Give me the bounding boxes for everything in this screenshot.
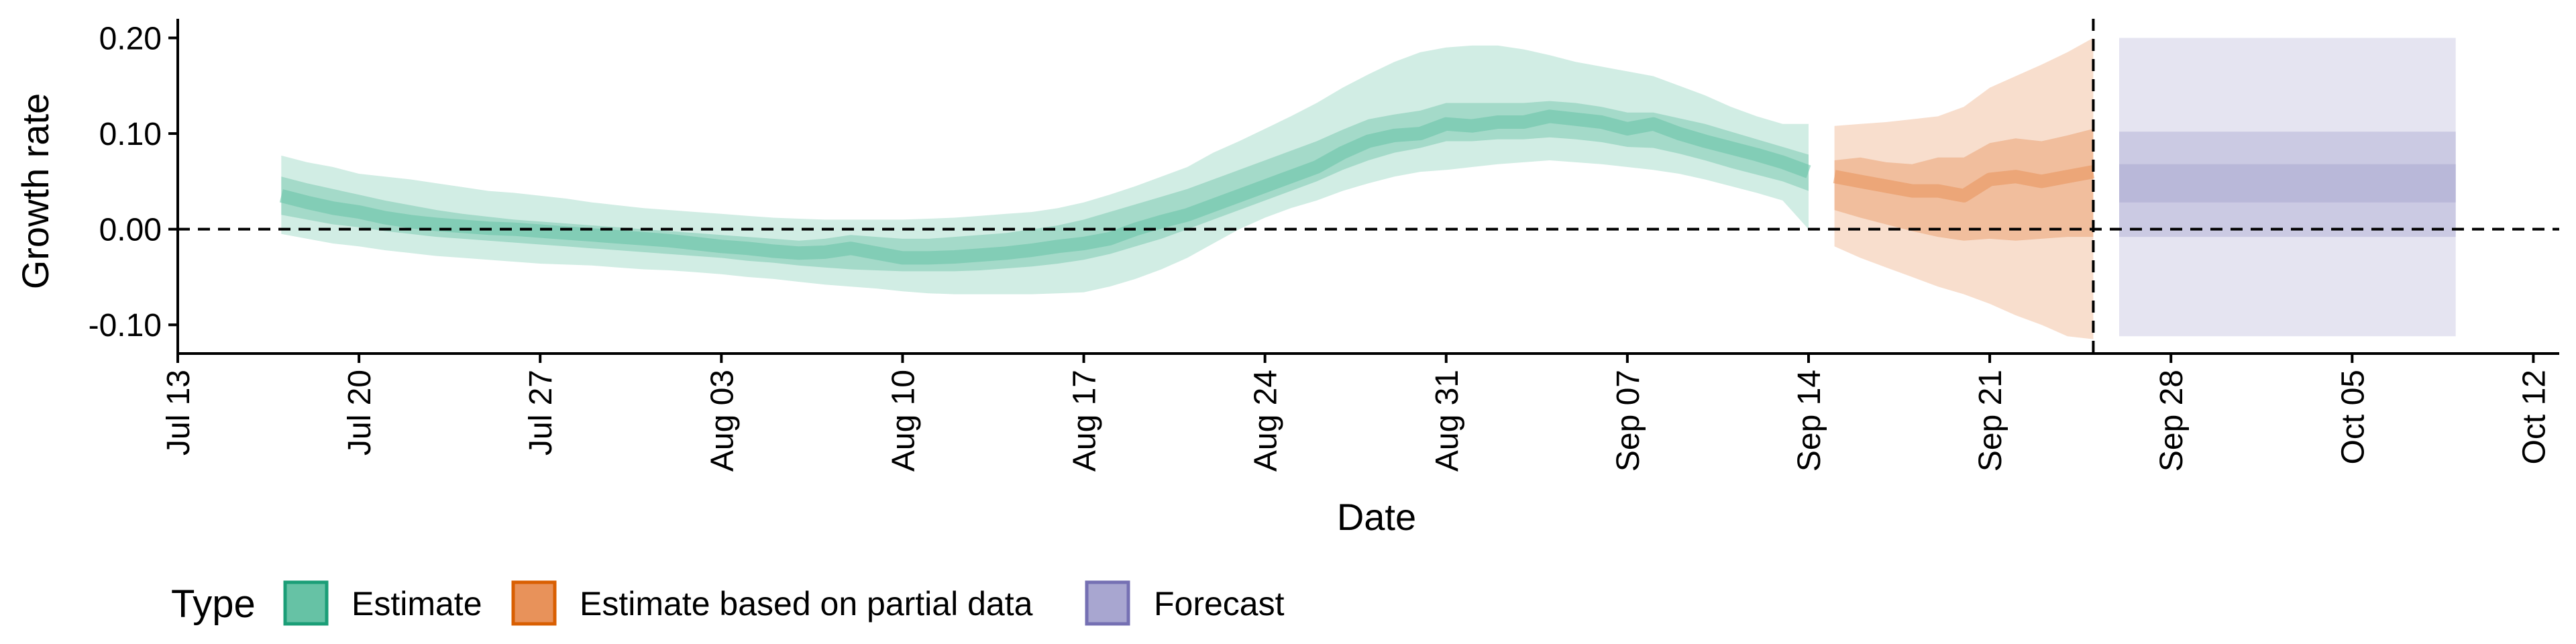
x-tick-label: Jul 20 <box>342 370 378 455</box>
x-tick-label: Aug 31 <box>1430 370 1465 472</box>
estimate-median-line <box>279 109 1811 265</box>
legend-label-forecast: Forecast <box>1154 585 1285 623</box>
x-axis-title: Date <box>1337 496 1416 538</box>
x-tick-label: Oct 12 <box>2516 370 2552 464</box>
x-tick-label: Jul 27 <box>523 370 559 455</box>
x-tick-label: Aug 03 <box>704 370 740 472</box>
forecast-band-20 <box>2119 164 2456 203</box>
legend-label-estimate-based-on-partial-data: Estimate based on partial data <box>580 585 1033 623</box>
x-tick-label: Sep 07 <box>1611 370 1646 472</box>
y-tick-label: 0.00 <box>99 213 162 248</box>
median-layer <box>279 109 2095 265</box>
legend-swatch-estimate <box>283 580 329 626</box>
x-tick-label: Sep 28 <box>2154 370 2190 472</box>
y-axis-title: Growth rate <box>14 93 56 290</box>
band-layer <box>281 38 2456 339</box>
estimate-based-on-partial-data-median-line <box>1833 165 2095 203</box>
x-tick-label: Aug 17 <box>1067 370 1103 472</box>
y-tick-label: 0.10 <box>99 117 162 152</box>
estimate-band-50 <box>281 101 1809 272</box>
legend-title: Type <box>171 582 256 626</box>
legend-label-estimate: Estimate <box>352 585 482 623</box>
legend-swatch-estimate-based-on-partial-data <box>511 580 557 626</box>
estimate-band-90 <box>281 45 1809 294</box>
legend-swatch-forecast <box>1085 580 1130 626</box>
x-tick-label: Sep 21 <box>1973 370 2008 472</box>
x-tick-label: Aug 24 <box>1248 370 1284 472</box>
legend: Type Estimate Estimate based on partial d… <box>171 580 1285 626</box>
y-tick-label: -0.10 <box>89 308 162 343</box>
x-tick-label: Sep 14 <box>1792 370 1827 472</box>
estimate-based-on-partial-data-band-50 <box>1834 129 2094 241</box>
reference-lines <box>178 19 2559 354</box>
x-tick-label: Aug 10 <box>885 370 921 472</box>
axes: -0.10 0.00 0.10 0.20 Jul 13 Jul 20 Jul 27 Aug 0… <box>89 19 2559 472</box>
x-tick-label: Oct 05 <box>2335 370 2371 464</box>
y-tick-label: 0.20 <box>99 21 162 57</box>
x-tick-label: Jul 13 <box>161 370 197 455</box>
